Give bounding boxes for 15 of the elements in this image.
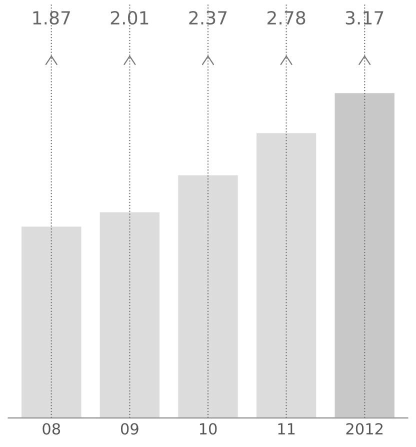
bar [255,132,318,418]
data-label: 2.01 [110,10,148,25]
x-tick-label: 11 [278,423,295,434]
data-label: 2.78 [268,10,306,25]
x-tick-label: 08 [42,423,60,435]
x-tick-label: 09 [120,423,138,435]
x-tick-label: 2012 [346,423,383,435]
bar [333,92,396,418]
data-label: 1.87 [33,10,70,25]
x-tick-label: 10 [200,423,217,435]
data-label: 2.37 [189,10,227,25]
bar [176,174,240,418]
bar [98,210,161,418]
data-label: 3.17 [346,10,384,25]
bar [20,225,83,418]
